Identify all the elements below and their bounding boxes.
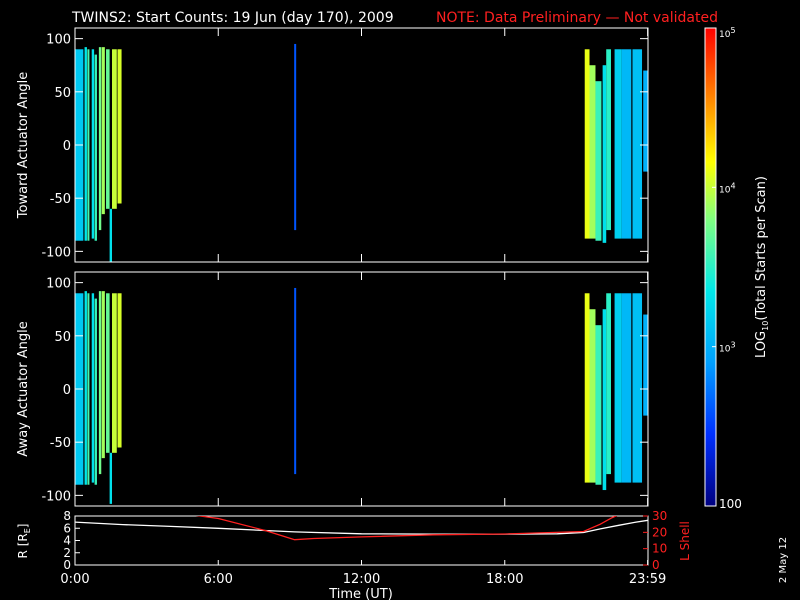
toward-column-17 bbox=[614, 49, 622, 239]
away-column-20 bbox=[643, 314, 648, 416]
away-column-3 bbox=[91, 293, 95, 483]
r-tick-label-0: 8 bbox=[63, 509, 71, 523]
toward-heatmap-columns bbox=[75, 43, 648, 262]
away-ytick-label-2: 0 bbox=[63, 383, 71, 398]
away-column-4 bbox=[94, 298, 97, 485]
away-column-14 bbox=[595, 325, 602, 485]
toward-column-2 bbox=[87, 49, 90, 241]
r-tick-label-4: 0 bbox=[63, 558, 71, 572]
away-column-2 bbox=[87, 293, 90, 485]
r-axis-label: R [RE] bbox=[16, 524, 32, 559]
chart-title: TWINS2: Start Counts: 19 Jun (day 170), … bbox=[71, 10, 394, 26]
away-column-1 bbox=[84, 291, 87, 485]
away-column-6 bbox=[101, 291, 105, 459]
preliminary-note: NOTE: Data Preliminary — Not validated bbox=[436, 10, 718, 26]
toward-column-5 bbox=[98, 47, 102, 231]
away-y-axis-label: Away Actuator Angle bbox=[16, 321, 31, 456]
toward-column-15 bbox=[602, 65, 607, 243]
toward-column-4 bbox=[94, 54, 97, 241]
lshell-tick-label-0: 30 bbox=[652, 509, 667, 523]
x-tick-label-4: 23:59 bbox=[629, 572, 666, 587]
r-tick-label-3: 2 bbox=[63, 546, 71, 560]
toward-column-14 bbox=[595, 81, 602, 241]
toward-x-ticks bbox=[74, 28, 649, 262]
colorbar-tick-label-2: 103 bbox=[719, 341, 736, 355]
colorbar: 105 104 103 100 LOG10(Total Starts per Scan… bbox=[704, 26, 770, 511]
away-column-11 bbox=[294, 287, 297, 475]
toward-column-9 bbox=[112, 49, 117, 209]
colorbar-tick-label-0: 105 bbox=[719, 26, 736, 40]
orbit-panel-frame bbox=[74, 515, 649, 566]
orbit-right-ticks: 30 20 10 0 bbox=[643, 509, 667, 572]
away-x-ticks bbox=[74, 272, 649, 506]
toward-y-ticks: 100 50 0 -50 -100 bbox=[41, 33, 648, 260]
colorbar-tick-label-3: 100 bbox=[719, 497, 742, 511]
away-y-ticks: 100 50 0 -50 -100 bbox=[41, 277, 648, 504]
away-column-10 bbox=[117, 293, 122, 448]
toward-ytick-label-4: -100 bbox=[41, 245, 71, 260]
away-column-16 bbox=[606, 293, 611, 475]
away-column-5 bbox=[98, 291, 102, 475]
away-column-8 bbox=[109, 452, 113, 504]
away-heatmap-columns bbox=[75, 287, 648, 504]
toward-column-12 bbox=[584, 49, 590, 239]
generation-date: 2 May 12 bbox=[778, 537, 789, 583]
toward-y-axis-label: Toward Actuator Angle bbox=[16, 72, 31, 219]
away-ytick-label-3: -50 bbox=[50, 436, 71, 451]
r-series-line bbox=[75, 519, 648, 535]
away-column-13 bbox=[589, 309, 596, 483]
orbit-x-ticks: 0:00 6:00 12:00 18:00 23:59 bbox=[60, 560, 666, 587]
away-column-19 bbox=[632, 293, 643, 483]
lshell-series-line bbox=[195, 516, 618, 541]
toward-column-7 bbox=[106, 49, 110, 209]
away-column-15 bbox=[602, 309, 607, 491]
away-ytick-label-1: 50 bbox=[54, 330, 71, 345]
away-panel: 100 50 0 -50 -100 Away Actuator Angle bbox=[16, 271, 649, 507]
lshell-tick-label-2: 10 bbox=[652, 542, 667, 556]
toward-column-3 bbox=[91, 49, 95, 239]
r-tick-label-2: 4 bbox=[63, 534, 71, 548]
toward-panel-frame bbox=[74, 27, 649, 263]
away-column-7 bbox=[106, 293, 110, 453]
toward-column-6 bbox=[101, 47, 105, 215]
toward-column-8 bbox=[109, 208, 113, 262]
toward-column-18 bbox=[621, 49, 632, 239]
away-column-9 bbox=[112, 293, 117, 453]
toward-column-1 bbox=[84, 47, 87, 241]
away-column-17 bbox=[614, 293, 622, 483]
colorbar-tick-label-1: 104 bbox=[719, 181, 736, 195]
toward-ytick-label-2: 0 bbox=[63, 139, 71, 154]
x-tick-label-0: 0:00 bbox=[60, 572, 89, 587]
toward-panel: 100 50 0 -50 -100 Toward Actuator Angle bbox=[16, 27, 649, 263]
colorbar-gradient bbox=[704, 27, 717, 507]
colorbar-label: LOG10(Total Starts per Scan) bbox=[754, 176, 770, 358]
x-tick-label-1: 6:00 bbox=[204, 572, 233, 587]
away-column-12 bbox=[584, 293, 590, 483]
lshell-axis-label: L Shell bbox=[678, 521, 692, 561]
colorbar-ticks: 105 104 103 100 bbox=[712, 26, 742, 511]
away-ytick-label-4: -100 bbox=[41, 489, 71, 504]
x-tick-label-3: 18:00 bbox=[486, 572, 523, 587]
toward-column-20 bbox=[643, 70, 648, 172]
away-ytick-label-0: 100 bbox=[46, 277, 71, 292]
toward-ytick-label-1: 50 bbox=[54, 86, 71, 101]
toward-ytick-label-0: 100 bbox=[46, 33, 71, 48]
away-panel-frame bbox=[74, 271, 649, 507]
toward-column-19 bbox=[632, 49, 643, 239]
x-tick-label-2: 12:00 bbox=[343, 572, 380, 587]
x-axis-label: Time (UT) bbox=[328, 587, 393, 600]
orbit-lines bbox=[75, 516, 648, 541]
toward-column-11 bbox=[294, 43, 297, 231]
lshell-tick-label-1: 20 bbox=[652, 525, 667, 539]
lshell-tick-label-3: 0 bbox=[652, 558, 660, 572]
r-tick-label-1: 6 bbox=[63, 521, 71, 535]
toward-ytick-label-3: -50 bbox=[50, 192, 71, 207]
away-column-18 bbox=[621, 293, 632, 483]
toward-column-10 bbox=[117, 49, 122, 204]
toward-column-16 bbox=[606, 49, 611, 231]
toward-column-13 bbox=[589, 65, 596, 239]
